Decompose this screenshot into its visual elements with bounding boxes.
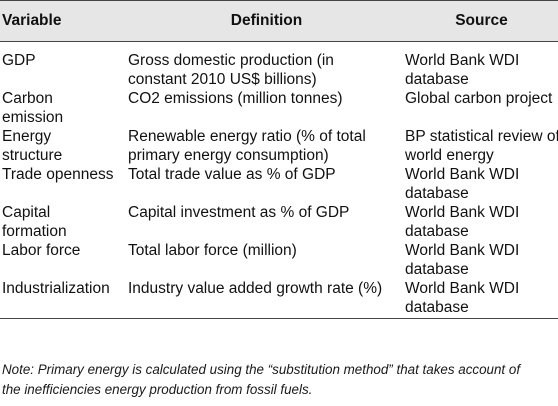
cell-line: formation [2,223,67,240]
cell-definition: CO2 emissions (million tonnes) [128,89,405,127]
cell-variable: Industrialization [0,279,128,319]
table-row: Capital formation Capital investment as … [0,203,558,241]
cell-line: database [405,223,469,240]
cell-line: Industrialization [2,280,110,297]
cell-definition: Total trade value as % of GDP [128,165,405,203]
cell-definition: Gross domestic production (in constant 2… [128,42,405,90]
cell-line: Energy [2,128,52,145]
cell-variable: Trade openness [0,165,128,203]
table-row: Labor force Total labor force (million) … [0,241,558,279]
cell-definition: Capital investment as % of GDP [128,203,405,241]
cell-variable: Labor force [0,241,128,279]
cell-line: GDP [2,52,36,69]
cell-line: database [405,185,469,202]
note-line: Note: Primary energy is calculated using… [2,362,521,377]
cell-line: database [405,261,469,278]
cell-line: constant 2010 US$ billions) [128,71,317,88]
cell-line: Labor force [2,242,81,259]
cell-line: World Bank WDI [405,242,520,259]
header-definition: Definition [128,0,405,42]
cell-line: Trade openness [2,166,114,183]
cell-source: World Bank WDI database [405,42,558,90]
cell-source: World Bank WDI database [405,165,558,203]
cell-line: Total trade value as % of GDP [128,166,336,183]
variables-table: Variable Definition Source GDP Gross dom… [0,0,558,319]
table-row: Carbon emission CO2 emissions (million t… [0,89,558,127]
cell-line: Capital [2,204,51,221]
cell-source: Global carbon project [405,89,558,127]
cell-source: World Bank WDI database [405,279,558,319]
cell-line: BP statistical review of [405,128,558,145]
cell-line: database [405,71,469,88]
cell-variable: Energy structure [0,127,128,165]
table-header-row: Variable Definition Source [0,0,558,42]
cell-definition: Total labor force (million) [128,241,405,279]
cell-source: World Bank WDI database [405,241,558,279]
cell-line: Total labor force (million) [128,242,297,259]
cell-line: primary energy consumption) [128,147,329,164]
cell-line: emission [2,109,64,126]
cell-line: World Bank WDI [405,52,520,69]
cell-source: BP statistical review of world energy [405,127,558,165]
cell-line: Gross domestic production (in [128,52,334,69]
table-row: Trade openness Total trade value as % of… [0,165,558,203]
table-row: Industrialization Industry value added g… [0,279,558,319]
table-row: Energy structure Renewable energy ratio … [0,127,558,165]
cell-line: structure [2,147,63,164]
cell-line: World Bank WDI [405,166,520,183]
cell-line: CO2 emissions (million tonnes) [128,90,343,107]
header-source: Source [405,0,558,42]
header-variable: Variable [0,0,128,42]
cell-definition: Renewable energy ratio (% of total prima… [128,127,405,165]
cell-line: world energy [405,147,494,164]
cell-line: Carbon [2,90,53,107]
cell-line: World Bank WDI [405,204,520,221]
note-line: the inefficiencies energy production fro… [2,382,313,397]
cell-variable: GDP [0,42,128,90]
cell-line: Global carbon project [405,90,553,107]
cell-variable: Capital formation [0,203,128,241]
table-note: Note: Primary energy is calculated using… [2,360,556,400]
variables-table-container: Variable Definition Source GDP Gross dom… [0,0,558,319]
cell-line: Capital investment as % of GDP [128,204,350,221]
cell-variable: Carbon emission [0,89,128,127]
cell-source: World Bank WDI database [405,203,558,241]
table-row: GDP Gross domestic production (in consta… [0,42,558,90]
cell-line: database [405,299,469,316]
cell-definition: Industry value added growth rate (%) [128,279,405,319]
cell-line: Renewable energy ratio (% of total [128,128,366,145]
cell-line: World Bank WDI [405,280,520,297]
cell-line: Industry value added growth rate (%) [128,280,383,297]
